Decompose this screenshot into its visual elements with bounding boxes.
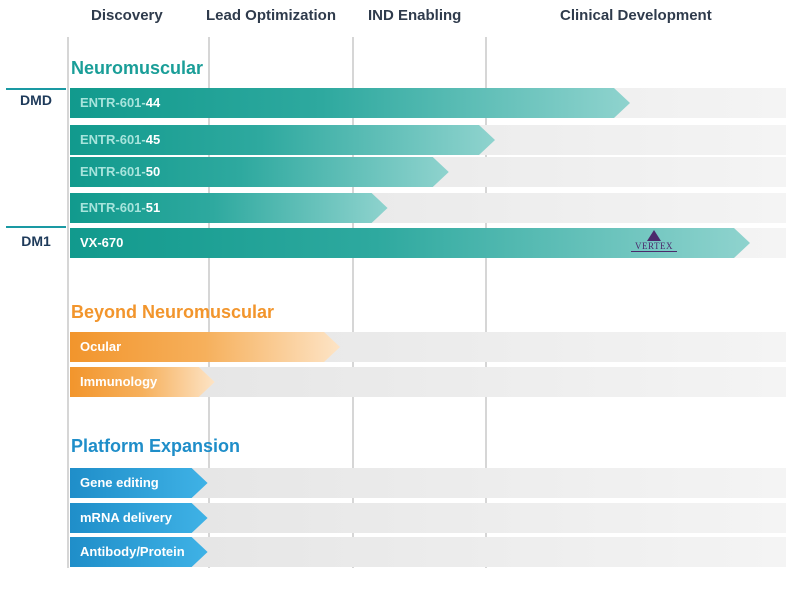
section-title: Beyond Neuromuscular: [71, 302, 275, 322]
program-name: Gene editing: [80, 475, 159, 490]
vertex-wordmark: VERTEX: [631, 241, 677, 252]
program-number: 51: [145, 200, 161, 215]
phase-header: IND Enabling: [368, 7, 462, 24]
program-bar: [70, 125, 495, 155]
program-bar: [70, 228, 750, 258]
program-bar: [70, 503, 208, 533]
program-name: ENTR-601-: [80, 132, 146, 147]
program-label: ENTR-601-51: [80, 200, 160, 215]
program-bar: [70, 537, 208, 567]
program-bar: [70, 468, 208, 498]
program-name: Immunology: [80, 374, 158, 389]
program-name: Ocular: [80, 339, 122, 354]
indication-label: DMD: [20, 92, 52, 108]
vertex-triangle-icon: [647, 230, 661, 241]
program-label: Gene editing: [80, 475, 159, 490]
indication-label: DM1: [21, 233, 51, 249]
program-number: 45: [145, 132, 161, 147]
program-label: ENTR-601-45: [80, 132, 160, 147]
program-label: VX-670: [80, 235, 123, 250]
section-title: Neuromuscular: [71, 58, 204, 78]
program-name: Antibody/Protein: [80, 544, 185, 559]
program-name: ENTR-601-: [80, 164, 146, 179]
program-name: VX-670: [80, 235, 124, 250]
phase-divider-line: [485, 37, 487, 568]
program-label: Immunology: [80, 374, 157, 389]
program-label: mRNA delivery: [80, 510, 172, 525]
indication-divider: [6, 226, 66, 228]
program-number: 44: [145, 95, 161, 110]
phase-header: Lead Optimization: [206, 7, 337, 24]
program-label: ENTR-601-44: [80, 95, 160, 110]
program-bar: [70, 193, 388, 223]
program-number: 50: [145, 164, 161, 179]
program-bar: [70, 367, 215, 397]
program-bar: [70, 88, 630, 118]
phase-header: Clinical Development: [560, 7, 712, 24]
phase-divider-line: [352, 37, 354, 568]
program-name: mRNA delivery: [80, 510, 172, 525]
program-label: Ocular: [80, 339, 121, 354]
section-title: Platform Expansion: [71, 436, 241, 456]
program-label: ENTR-601-50: [80, 164, 160, 179]
phase-divider-line: [208, 37, 210, 568]
vertex-logo: VERTEX: [631, 230, 677, 252]
phase-divider-line: [67, 37, 69, 568]
program-bar: [70, 157, 449, 187]
program-bar: [70, 332, 340, 362]
program-name: ENTR-601-: [80, 95, 146, 110]
indication-divider: [6, 88, 66, 90]
phase-header: Discovery: [91, 7, 163, 24]
program-name: ENTR-601-: [80, 200, 146, 215]
program-label: Antibody/Protein: [80, 544, 185, 559]
